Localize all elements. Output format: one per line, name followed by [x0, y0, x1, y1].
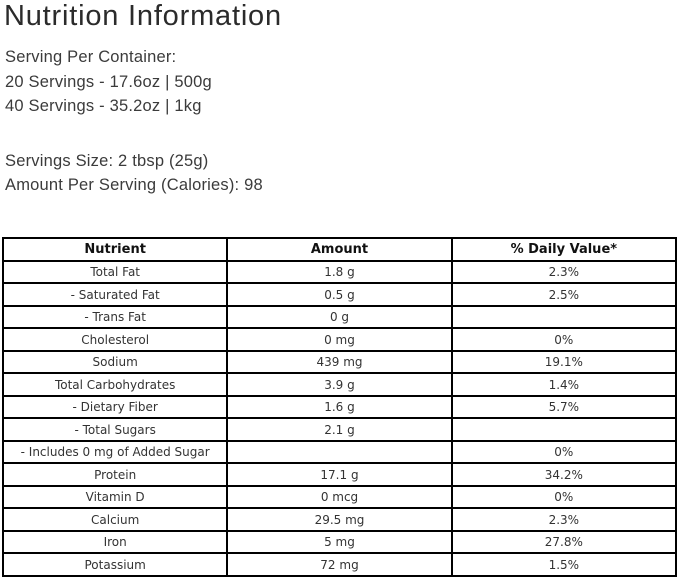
table-row: - Trans Fat 0 g: [1, 304, 678, 330]
table-cell: 34.2%: [450, 462, 678, 487]
table-cell: 3.9 g: [226, 372, 453, 397]
table-header-row: Nutrient Amount % Daily Value*: [1, 236, 678, 262]
table-cell: Iron: [1, 529, 229, 555]
table-cell: - Includes 0 mg of Added Sugar: [1, 439, 229, 465]
table-cell: Total Carbohydrates: [1, 372, 229, 397]
table-cell: 0 mcg: [226, 484, 453, 510]
table-cell: 19.1%: [450, 349, 678, 375]
table-row: Protein 17.1 g 34.2%: [1, 462, 678, 487]
serving-size-text: Servings Size: 2 tbsp (25g): [5, 151, 209, 170]
table-row: Total Carbohydrates 3.9 g 1.4%: [1, 372, 678, 397]
nutrition-table: Nutrient Amount % Daily Value* Total Fat…: [1, 236, 678, 577]
table-cell: [450, 417, 678, 442]
table-row: - Includes 0 mg of Added Sugar 0%: [1, 439, 678, 465]
table-cell: 2.3%: [450, 259, 678, 285]
table-cell: - Total Sugars: [1, 417, 229, 442]
table-cell: - Trans Fat: [1, 304, 229, 330]
col-header-amount: Amount: [226, 236, 453, 262]
table-cell: 0.5 g: [226, 282, 453, 307]
table-row: - Saturated Fat 0.5 g 2.5%: [1, 282, 678, 307]
table-row: - Dietary Fiber 1.6 g 5.7%: [1, 394, 678, 420]
table-cell: - Dietary Fiber: [1, 394, 229, 420]
table-cell: 1.5%: [450, 552, 678, 577]
nutrition-table-body: Total Fat 1.8 g 2.3% - Saturated Fat 0.5 g 2.…: [1, 259, 678, 577]
table-cell: 5.7%: [450, 394, 678, 420]
table-cell: Protein: [1, 462, 229, 487]
table-cell: 1.6 g: [226, 394, 453, 420]
table-row: Iron 5 mg 27.8%: [1, 529, 678, 555]
table-cell: 0 mg: [226, 327, 453, 352]
serving-per-container-block: Serving Per Container: 20 Servings - 17.…: [2, 45, 677, 119]
table-cell: 0%: [450, 327, 678, 352]
servings-option-1: 20 Servings - 17.6oz | 500g: [5, 72, 212, 91]
table-cell: 1.8 g: [226, 259, 453, 285]
col-header-daily-value: % Daily Value*: [450, 236, 678, 262]
table-cell: 2.1 g: [226, 417, 453, 442]
table-cell: 17.1 g: [226, 462, 453, 487]
table-cell: 0%: [450, 484, 678, 510]
table-cell: - Saturated Fat: [1, 282, 229, 307]
table-cell: 0 g: [226, 304, 453, 330]
col-header-nutrient: Nutrient: [1, 236, 229, 262]
table-cell: Total Fat: [1, 259, 229, 285]
table-cell: 2.5%: [450, 282, 678, 307]
table-cell: 29.5 mg: [226, 507, 453, 532]
table-cell: 72 mg: [226, 552, 453, 577]
table-row: - Total Sugars 2.1 g: [1, 417, 678, 442]
table-cell: Potassium: [1, 552, 229, 577]
table-cell: 439 mg: [226, 349, 453, 375]
table-cell: 2.3%: [450, 507, 678, 532]
table-cell: Cholesterol: [1, 327, 229, 352]
table-cell: Vitamin D: [1, 484, 229, 510]
calories-per-serving-text: Amount Per Serving (Calories): 98: [5, 176, 263, 195]
table-cell: [450, 304, 678, 330]
table-cell: 0%: [450, 439, 678, 465]
serving-size-block: Servings Size: 2 tbsp (25g) Amount Per S…: [2, 149, 677, 198]
table-cell: 1.4%: [450, 372, 678, 397]
nutrition-table-head: Nutrient Amount % Daily Value*: [1, 236, 678, 262]
table-cell: 27.8%: [450, 529, 678, 555]
table-row: Sodium 439 mg 19.1%: [1, 349, 678, 375]
servings-option-2: 40 Servings - 35.2oz | 1kg: [5, 97, 202, 116]
page-title: Nutrition Information: [4, 0, 282, 32]
table-row: Potassium 72 mg 1.5%: [1, 552, 678, 577]
table-row: Cholesterol 0 mg 0%: [1, 327, 678, 352]
table-cell: Sodium: [1, 349, 229, 375]
table-cell: Calcium: [1, 507, 229, 532]
serving-per-container-label: Serving Per Container:: [5, 48, 177, 67]
table-row: Calcium 29.5 mg 2.3%: [1, 507, 678, 532]
table-row: Total Fat 1.8 g 2.3%: [1, 259, 678, 285]
table-cell: 5 mg: [226, 529, 453, 555]
table-cell: [226, 439, 453, 465]
